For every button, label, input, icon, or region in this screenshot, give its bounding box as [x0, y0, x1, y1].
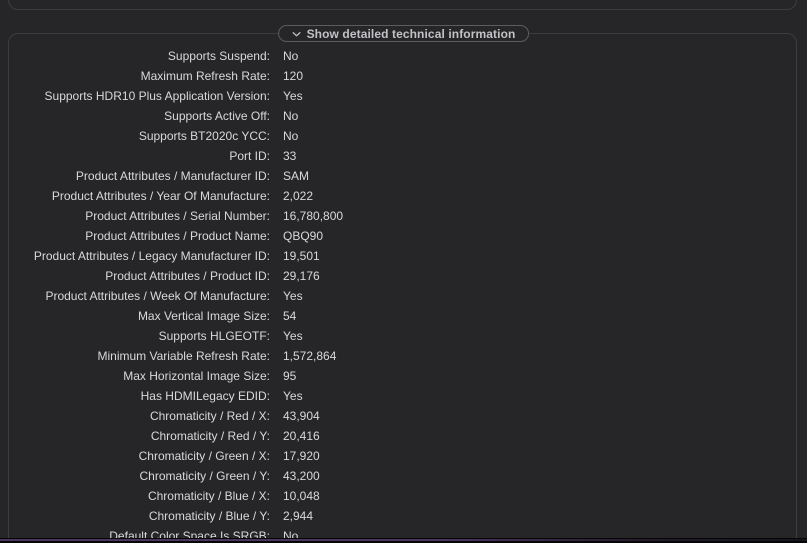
row-label: Chromaticity / Red / Y: [150, 429, 270, 443]
row-label: Port ID: [229, 149, 270, 163]
row-label: Chromaticity / Blue / X: [147, 489, 270, 503]
row-value: No [283, 129, 299, 143]
info-row: Minimum Variable Refresh Rate: 1,572,864 [0, 346, 807, 366]
row-value: Yes [283, 389, 303, 403]
info-row: Chromaticity / Green / Y: 43,200 [0, 466, 807, 486]
row-label: Chromaticity / Green / Y: [139, 469, 271, 483]
info-row: Product Attributes / Product Name: QBQ90 [0, 226, 807, 246]
row-value: Yes [283, 89, 303, 103]
row-label: Has HDMILegacy EDID: [140, 389, 270, 403]
info-row: Chromaticity / Green / X: 17,920 [0, 446, 807, 466]
info-row: Maximum Refresh Rate: 120 [0, 66, 807, 86]
info-row: Chromaticity / Red / X: 43,904 [0, 406, 807, 426]
row-value: 120 [283, 69, 304, 83]
row-value: 17,920 [283, 449, 320, 463]
detail-disclosure-button[interactable]: Show detailed technical information [277, 25, 530, 42]
row-label: Max Vertical Image Size: [137, 309, 270, 323]
row-value: 16,780,800 [283, 209, 344, 223]
row-label: Chromaticity / Blue / Y: [148, 509, 270, 523]
info-rows: Supports Suspend: No Maximum Refresh Rat… [0, 46, 807, 543]
info-row: Supports BT2020c YCC: No [0, 126, 807, 146]
row-value: 10,048 [283, 489, 320, 503]
info-row: Max Horizontal Image Size: 95 [0, 366, 807, 386]
row-value: 43,200 [283, 469, 320, 483]
bottom-accent-line [0, 539, 807, 541]
row-value: QBQ90 [283, 229, 324, 243]
row-label: Minimum Variable Refresh Rate: [97, 349, 270, 363]
row-label: Supports HDR10 Plus Application Version: [44, 89, 270, 103]
row-label: Product Attributes / Manufacturer ID: [75, 169, 270, 183]
info-row: Product Attributes / Legacy Manufacturer… [0, 246, 807, 266]
row-value: 1,572,864 [283, 349, 337, 363]
row-label: Chromaticity / Green / X: [138, 449, 270, 463]
upper-groupbox [8, 0, 797, 10]
row-value: Yes [283, 289, 303, 303]
chevron-down-icon [292, 30, 301, 38]
row-value: No [283, 49, 299, 63]
row-label: Product Attributes / Product Name: [85, 229, 270, 243]
info-row: Max Vertical Image Size: 54 [0, 306, 807, 326]
row-value: Yes [283, 329, 303, 343]
info-row: Supports HDR10 Plus Application Version:… [0, 86, 807, 106]
row-label: Product Attributes / Week Of Manufacture… [45, 289, 270, 303]
row-label: Chromaticity / Red / X: [149, 409, 270, 423]
row-value: 43,904 [283, 409, 320, 423]
row-value: 29,176 [283, 269, 320, 283]
info-row: Chromaticity / Blue / Y: 2,944 [0, 506, 807, 526]
bottom-strip [0, 538, 807, 543]
info-row: Port ID: 33 [0, 146, 807, 166]
info-row: Supports Suspend: No [0, 46, 807, 66]
row-label: Product Attributes / Product ID: [105, 269, 270, 283]
row-value: 19,501 [283, 249, 320, 263]
info-row: Product Attributes / Week Of Manufacture… [0, 286, 807, 306]
row-value: 20,416 [283, 429, 320, 443]
info-row: Product Attributes / Year Of Manufacture… [0, 186, 807, 206]
info-row: Supports HLGEOTF: Yes [0, 326, 807, 346]
row-value: SAM [283, 169, 310, 183]
info-row: Product Attributes / Product ID: 29,176 [0, 266, 807, 286]
row-label: Max Horizontal Image Size: [123, 369, 270, 383]
row-label: Product Attributes / Legacy Manufacturer… [33, 249, 270, 263]
info-row: Has HDMILegacy EDID: Yes [0, 386, 807, 406]
info-row: Product Attributes / Serial Number: 16,7… [0, 206, 807, 226]
row-label: Supports HLGEOTF: [158, 329, 270, 343]
row-label: Maximum Refresh Rate: [140, 69, 270, 83]
info-row: Chromaticity / Blue / X: 10,048 [0, 486, 807, 506]
info-row: Chromaticity / Red / Y: 20,416 [0, 426, 807, 446]
info-row: Supports Active Off: No [0, 106, 807, 126]
row-value: No [283, 109, 299, 123]
row-value: 2,022 [283, 189, 314, 203]
row-value: 33 [283, 149, 297, 163]
row-label: Supports Active Off: [164, 109, 270, 123]
row-label: Product Attributes / Year Of Manufacture… [51, 189, 270, 203]
row-value: 2,944 [283, 509, 314, 523]
row-value: 95 [283, 369, 297, 383]
row-label: Supports Suspend: [167, 49, 270, 63]
row-value: 54 [283, 309, 297, 323]
row-label: Product Attributes / Serial Number: [85, 209, 270, 223]
disclosure-label: Show detailed technical information [306, 26, 516, 41]
info-row: Product Attributes / Manufacturer ID: SA… [0, 166, 807, 186]
row-label: Supports BT2020c YCC: [138, 129, 270, 143]
